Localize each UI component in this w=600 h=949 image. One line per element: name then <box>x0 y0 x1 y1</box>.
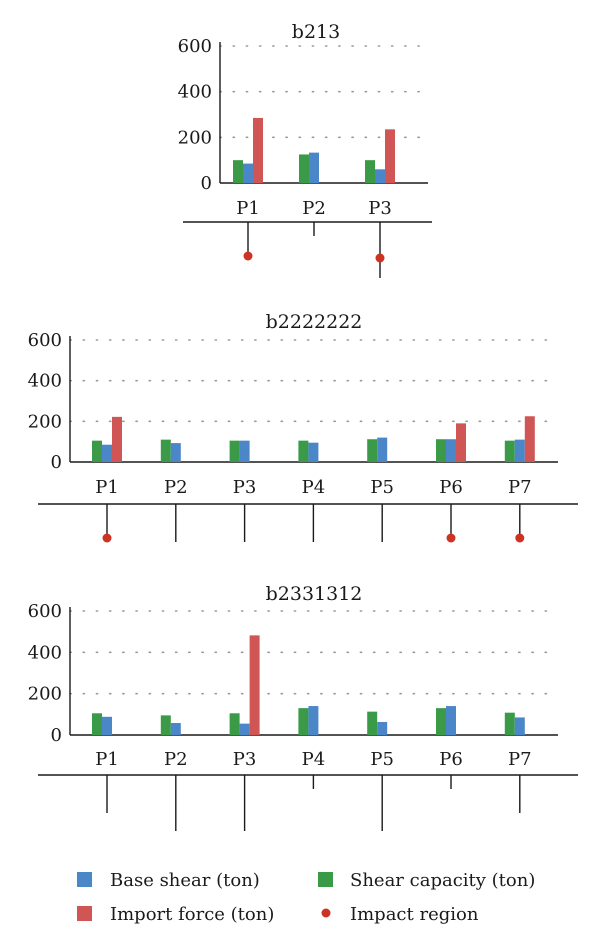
bar-base-shear-p1 <box>102 716 112 735</box>
y-tick-label: 400 <box>28 371 62 392</box>
bar-base-shear-p1 <box>102 444 112 462</box>
x-tick-label: P6 <box>439 477 463 498</box>
y-tick-label: 600 <box>28 330 62 351</box>
legend-swatch-import-force <box>77 906 92 921</box>
x-tick-label: P7 <box>508 477 532 498</box>
legend-label-base-shear: Base shear (ton) <box>110 870 260 891</box>
bar-shear-capacity-p6 <box>436 439 446 462</box>
impact-marker-p7 <box>515 533 525 543</box>
chart-panel-b213: b213 0 200 400 600 P1 P2 P3 <box>178 21 432 278</box>
bar-base-shear-p2 <box>170 723 181 735</box>
bar-shear-capacity-p1 <box>92 713 102 735</box>
bar-shear-capacity-p2 <box>160 715 171 735</box>
y-tick-label: 0 <box>51 725 62 746</box>
x-tick-label: P2 <box>164 749 188 770</box>
bar-shear-capacity-p2 <box>160 439 171 462</box>
y-tick-label: 600 <box>178 36 212 57</box>
x-tick-label: P4 <box>302 749 326 770</box>
bar-base-shear-p3 <box>239 440 250 462</box>
bar-base-shear-p2 <box>170 443 181 462</box>
legend-label-import-force: Import force (ton) <box>110 904 274 925</box>
bar-import-force-p1 <box>112 416 122 462</box>
chart-title: b2331312 <box>266 583 363 605</box>
bar-base-shear-p4 <box>308 706 319 735</box>
impact-marker-p1 <box>243 251 253 261</box>
y-tick-label: 400 <box>28 642 62 663</box>
bar-shear-capacity-p1 <box>233 160 243 183</box>
legend-swatch-base-shear <box>77 872 92 887</box>
impact-marker-p6 <box>446 533 456 543</box>
chart-title: b2222222 <box>266 311 363 333</box>
x-tick-label: P3 <box>233 749 257 770</box>
impact-marker-p3 <box>375 253 385 263</box>
bar-import-force-p7 <box>524 416 535 462</box>
bar-import-force-p1 <box>253 117 263 183</box>
bar-shear-capacity-p3 <box>229 713 240 735</box>
bar-base-shear-p5 <box>377 721 388 735</box>
bar-shear-capacity-p5 <box>367 711 378 735</box>
legend-swatch-shear-capacity <box>318 872 333 887</box>
x-tick-label: P5 <box>370 477 394 498</box>
y-tick-label: 200 <box>178 127 212 148</box>
x-tick-label: P3 <box>368 198 392 219</box>
bar-base-shear-p7 <box>514 439 525 462</box>
x-tick-label: P5 <box>370 749 394 770</box>
bar-base-shear-p4 <box>308 442 319 462</box>
x-tick-label: P2 <box>164 477 188 498</box>
bar-shear-capacity-p6 <box>436 708 446 735</box>
bar-shear-capacity-p7 <box>504 440 515 462</box>
bar-shear-capacity-p3 <box>365 160 375 183</box>
bar-shear-capacity-p2 <box>299 154 309 183</box>
bar-base-shear-p3 <box>239 723 250 735</box>
bar-base-shear-p6 <box>446 706 456 735</box>
bar-base-shear-p1 <box>243 163 253 183</box>
impact-marker-p1 <box>102 533 112 543</box>
bar-shear-capacity-p3 <box>229 440 240 462</box>
legend-marker-impact-region <box>321 908 331 918</box>
x-tick-label: P4 <box>302 477 326 498</box>
x-tick-label: P2 <box>302 198 326 219</box>
bar-base-shear-p5 <box>377 437 388 462</box>
bar-shear-capacity-p4 <box>298 708 309 735</box>
x-tick-label: P1 <box>95 477 119 498</box>
y-tick-label: 600 <box>28 601 62 622</box>
bar-base-shear-p7 <box>514 717 525 735</box>
bar-import-force-p6 <box>456 423 466 462</box>
bar-base-shear-p6 <box>446 439 456 462</box>
y-tick-label: 0 <box>51 452 62 473</box>
bar-shear-capacity-p7 <box>504 712 515 735</box>
legend-label-shear-capacity: Shear capacity (ton) <box>350 870 535 891</box>
chart-title: b213 <box>292 21 340 43</box>
x-tick-label: P6 <box>439 749 463 770</box>
x-tick-label: P3 <box>233 477 257 498</box>
bar-shear-capacity-p5 <box>367 439 378 462</box>
chart-panel-b2331312: b2331312 0 200 400 600 P1 P2 P3 P4 P5 P6 P7 <box>28 583 578 831</box>
x-tick-label: P7 <box>508 749 532 770</box>
legend-label-impact-region: Impact region <box>350 904 479 925</box>
y-tick-label: 200 <box>28 411 62 432</box>
bar-base-shear-p3 <box>375 169 385 183</box>
y-tick-label: 400 <box>178 82 212 103</box>
y-tick-label: 0 <box>201 173 212 194</box>
bar-base-shear-p2 <box>309 152 319 183</box>
chart-panel-b2222222: b2222222 0 200 400 600 P1 P2 P3 P4 P5 P6 P7 <box>28 311 578 543</box>
bar-import-force-p3 <box>249 635 260 735</box>
x-tick-label: P1 <box>236 198 260 219</box>
y-tick-label: 200 <box>28 684 62 705</box>
bar-shear-capacity-p1 <box>92 440 102 462</box>
bar-shear-capacity-p4 <box>298 440 309 462</box>
legend: Base shear (ton) Shear capacity (ton) Im… <box>77 870 535 925</box>
x-tick-label: P1 <box>95 749 119 770</box>
bar-import-force-p3 <box>385 129 395 183</box>
